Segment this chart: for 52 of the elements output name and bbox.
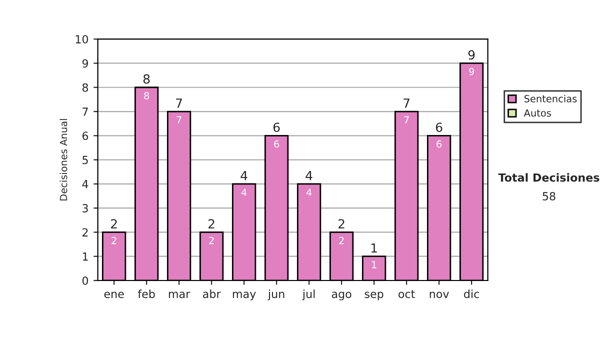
x-tick-label: abr [203, 290, 221, 298]
x-tick-label: ago [332, 292, 352, 300]
data-label: 2 [112, 236, 116, 244]
total-label: 2 [110, 219, 117, 228]
y-tick-label: 5 [82, 156, 88, 164]
x-tick-label: sep [364, 292, 384, 300]
y-tick-label: 10 [76, 35, 88, 44]
y-tick-label: 8 [82, 83, 88, 92]
total-label: 7 [404, 98, 410, 108]
x-tick-label: ene [104, 292, 124, 298]
x-tick-label: jul [302, 290, 315, 300]
total-label: 4 [306, 171, 312, 180]
y-tick-label: 1 [82, 252, 88, 261]
legend-label: Autos [524, 109, 551, 117]
data-label: 7 [176, 116, 182, 124]
text: 58 [542, 192, 556, 200]
y-tick-label: 9 [82, 59, 88, 68]
y-tick-label: 2 [82, 228, 88, 236]
data-label: 6 [436, 140, 442, 148]
total-label: 2 [208, 219, 214, 228]
y-tick-label: 4 [82, 180, 88, 188]
total-label: 7 [176, 98, 182, 108]
x-tick-label: jun [268, 290, 284, 300]
x-tick-label: oct [398, 290, 415, 298]
x-tick-label: may [232, 292, 256, 300]
x-tick-label: feb [138, 290, 155, 298]
total-label: 2 [338, 219, 344, 228]
y-tick-label: 7 [82, 108, 88, 116]
y-tick-label: 3 [82, 204, 88, 212]
y-tick-label: 0 [82, 276, 88, 285]
total-label: 1 [371, 243, 377, 253]
total-label: 4 [240, 171, 248, 180]
data-label: 8 [144, 92, 149, 100]
total-label: 8 [143, 74, 150, 84]
y-axis-title: Decisiones Anual [60, 119, 68, 200]
data-label: 1 [372, 261, 376, 268]
data-label: 2 [209, 236, 214, 244]
legend-label: Sentencias [524, 94, 577, 102]
x-tick-label: nov [430, 292, 449, 298]
text: Total Decisiones [498, 173, 600, 182]
data-label: 7 [404, 116, 409, 124]
data-label: 9 [469, 68, 474, 76]
total-label: 6 [436, 122, 442, 132]
y-tick-label: 6 [82, 132, 88, 140]
total-label: 9 [468, 50, 475, 60]
data-label: 4 [241, 188, 247, 196]
data-label: 4 [306, 188, 312, 196]
x-tick-label: dic [464, 290, 479, 298]
data-label: 2 [339, 236, 344, 244]
x-tick-label: mar [168, 292, 190, 298]
data-label: 6 [274, 140, 280, 148]
total-label: 6 [273, 122, 280, 132]
